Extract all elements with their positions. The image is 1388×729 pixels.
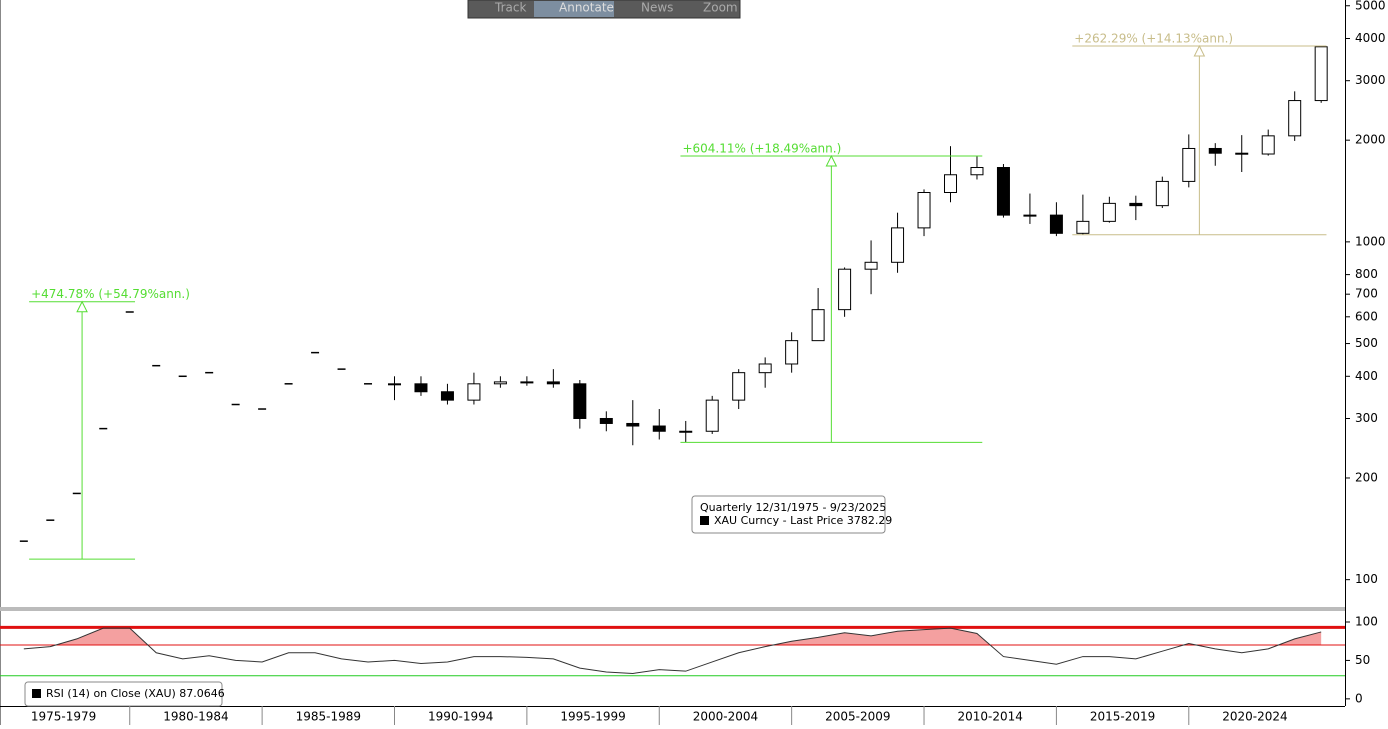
toolbar-button[interactable]: News [641, 1, 673, 15]
candle-body [493, 381, 507, 385]
candle-body [732, 372, 746, 401]
x-tick-label: 1980-1984 [163, 710, 228, 724]
x-tick-label: 2015-2019 [1090, 710, 1155, 724]
candle-body [944, 174, 958, 194]
toolbar-button[interactable]: Zoom [703, 1, 738, 15]
candle-body [1023, 214, 1037, 217]
rsi-tick-label: 100 [1355, 614, 1378, 628]
candle-body [599, 417, 613, 424]
candle-body [1049, 214, 1063, 234]
annotation-arrowhead [825, 154, 838, 167]
y-tick-label: 300 [1355, 411, 1378, 425]
candle-body [705, 399, 719, 432]
y-tick-label: 3000 [1355, 73, 1386, 87]
candle-body [546, 381, 560, 385]
candle-body [1129, 202, 1143, 207]
candle-body [758, 363, 772, 374]
y-tick-label: 1000 [1355, 234, 1386, 248]
toolbar: Track Annotate News Zoom [467, 0, 741, 19]
candle-body [917, 192, 931, 229]
candle-body [467, 383, 481, 401]
panel-divider [0, 607, 1345, 611]
candle-body [891, 227, 905, 263]
x-tick-label: 1975-1979 [31, 710, 96, 724]
rsi-legend-box [24, 681, 223, 707]
candle-body [1235, 152, 1249, 155]
toolbar-button[interactable]: Annotate [559, 1, 614, 15]
legend-text: XAU Curncy - Last Price 3782.29 [714, 514, 892, 527]
annotation-arrowhead [76, 300, 88, 313]
legend-box [691, 495, 886, 534]
legend-swatch [32, 689, 41, 698]
y-tick-label: 2000 [1355, 133, 1386, 147]
annotation-label: +262.29% (+14.13%ann.) [1074, 32, 1233, 46]
y-tick-label: 700 [1355, 287, 1378, 301]
candle-body [626, 422, 640, 427]
candle-body [520, 381, 534, 384]
x-tick-label: 1985-1989 [296, 710, 361, 724]
x-tick-label: 1995-1999 [560, 710, 625, 724]
candle-body [440, 391, 454, 401]
candle-body [1261, 135, 1275, 155]
y-tick-label: 600 [1355, 309, 1378, 323]
candle-body [1182, 147, 1196, 182]
legend-swatch [700, 516, 709, 525]
y-tick-label: 100 [1355, 572, 1378, 586]
y-tick-label: 800 [1355, 267, 1378, 281]
candle-body [1288, 100, 1302, 137]
x-tick-label: 1990-1994 [428, 710, 493, 724]
candle-body [838, 268, 852, 311]
candle-body [1076, 220, 1090, 234]
candle-body [785, 340, 799, 365]
candle-body [1155, 180, 1169, 207]
candle-body [1208, 147, 1222, 154]
toolbar-button[interactable]: Track [494, 1, 526, 15]
candle-body [970, 167, 984, 176]
y-tick-label: 4000 [1355, 31, 1386, 45]
candle-body [573, 383, 587, 419]
rsi-legend: RSI (14) on Close (XAU) 87.0646 [24, 681, 225, 707]
rsi-tick-label: 50 [1355, 653, 1370, 667]
annotation-label: +604.11% (+18.49%ann.) [682, 142, 841, 156]
candle-body [1102, 202, 1116, 222]
y-tick-label: 200 [1355, 470, 1378, 484]
y-tick-label: 500 [1355, 336, 1378, 350]
candle-body [811, 309, 825, 342]
x-tick-label: 2005-2009 [825, 710, 890, 724]
legend: Quarterly 12/31/1975 - 9/23/2025 XAU Cur… [691, 495, 892, 534]
candle-body [864, 261, 878, 270]
annotation-label: +474.78% (+54.79%ann.) [31, 287, 190, 301]
candle-body [679, 430, 693, 433]
legend-text: Quarterly 12/31/1975 - 9/23/2025 [700, 501, 886, 514]
rsi-line [23, 627, 1322, 674]
y-tick-label: 400 [1355, 369, 1378, 383]
candle-body [387, 383, 401, 386]
rsi-tick-label: 0 [1355, 691, 1363, 705]
y-tick-label: 5000 [1355, 0, 1386, 12]
annotation-arrowhead [1193, 44, 1206, 57]
candle-body [652, 425, 666, 432]
legend-text: RSI (14) on Close (XAU) 87.0646 [46, 687, 225, 700]
candle-body [996, 167, 1010, 216]
x-tick-label: 2000-2004 [693, 710, 758, 724]
candle-body [1314, 46, 1328, 102]
candle-body [414, 383, 428, 393]
x-tick-label: 2020-2024 [1222, 710, 1287, 724]
toolbar-active [534, 1, 614, 17]
x-tick-label: 2010-2014 [958, 710, 1023, 724]
